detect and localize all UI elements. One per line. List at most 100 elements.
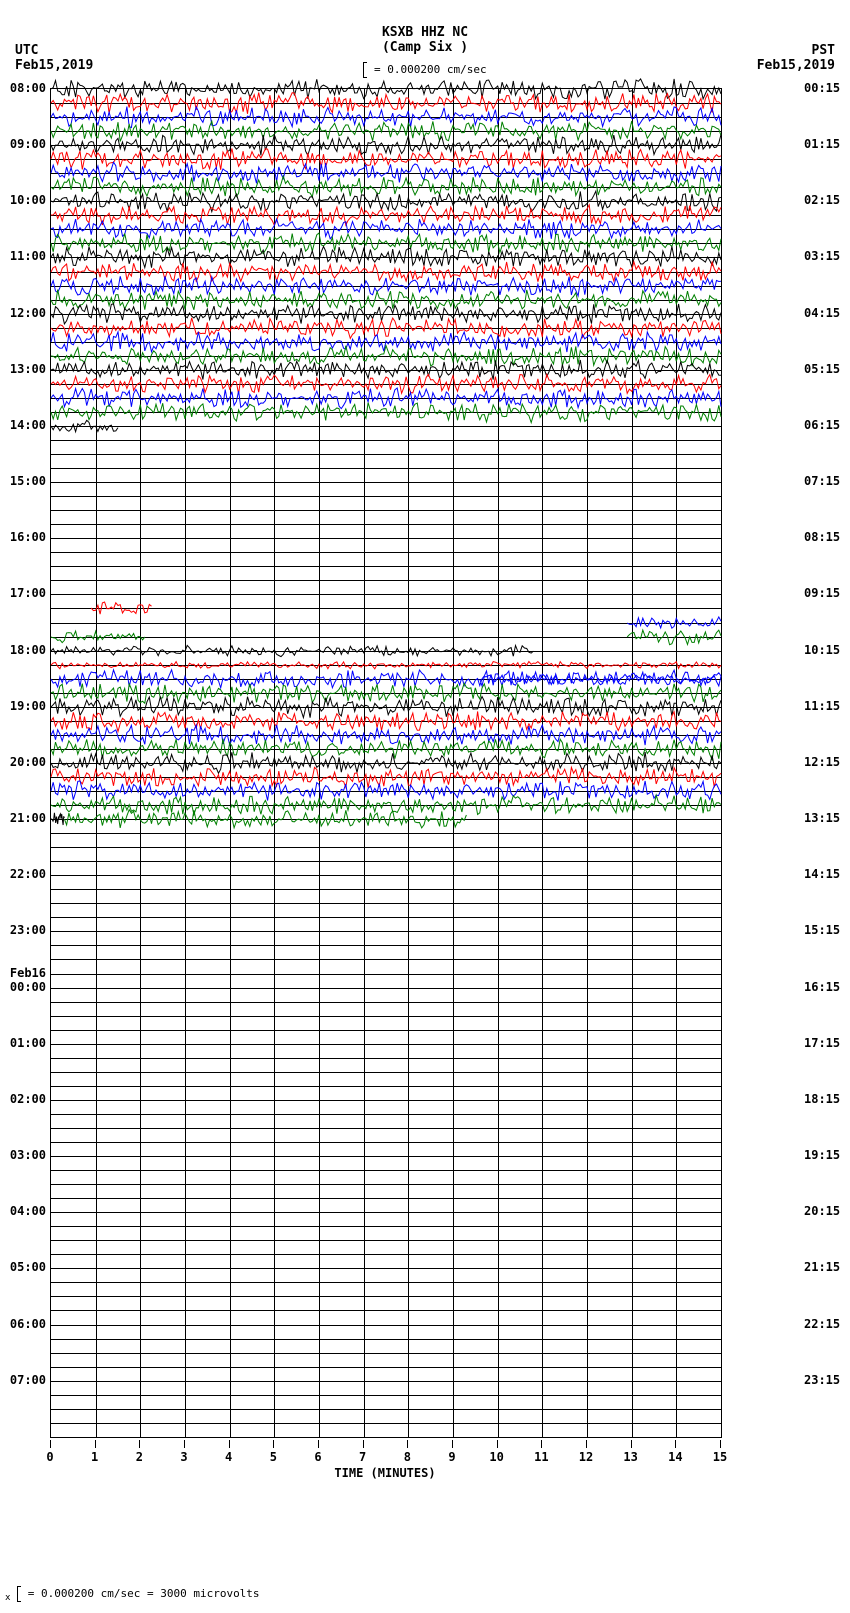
- pst-hour-label: 00:15: [804, 81, 840, 95]
- gridline-h: [51, 1226, 721, 1227]
- gridline-h: [51, 468, 721, 469]
- seismic-trace: [51, 419, 721, 433]
- gridline-h: [51, 917, 721, 918]
- x-tick-label: 5: [270, 1450, 277, 1464]
- utc-hour-label: 02:00: [10, 1092, 46, 1106]
- gridline-h: [51, 1423, 721, 1424]
- pst-hour-label: 05:15: [804, 362, 840, 376]
- seismic-trace: [51, 629, 721, 645]
- gridline-h: [51, 847, 721, 848]
- gridline-h: [51, 1212, 721, 1213]
- pst-hour-label: 07:15: [804, 474, 840, 488]
- x-axis-title: TIME (MINUTES): [50, 1466, 720, 1480]
- seismic-trace: [51, 661, 721, 669]
- x-tick: [363, 1440, 364, 1448]
- utc-hour-label: 06:00: [10, 1317, 46, 1331]
- gridline-h: [51, 454, 721, 455]
- y-axis-right: 00:1501:1502:1503:1504:1505:1506:1507:15…: [802, 88, 850, 1436]
- utc-hour-label: 16:00: [10, 530, 46, 544]
- x-tick: [407, 1440, 408, 1448]
- gridline-h: [51, 903, 721, 904]
- gridline-h: [51, 988, 721, 989]
- gridline-h: [51, 889, 721, 890]
- utc-hour-label: 20:00: [10, 755, 46, 769]
- x-tick-label: 2: [136, 1450, 143, 1464]
- pst-hour-label: 22:15: [804, 1317, 840, 1331]
- seismic-trace: [51, 600, 721, 616]
- gridline-h: [51, 875, 721, 876]
- gridline-h: [51, 1170, 721, 1171]
- gridline-h: [51, 1268, 721, 1269]
- gridline-h: [51, 1310, 721, 1311]
- pst-hour-label: 02:15: [804, 193, 840, 207]
- gridline-h: [51, 861, 721, 862]
- gridline-h: [51, 510, 721, 511]
- gridline-h: [51, 1114, 721, 1115]
- seismic-trace: [51, 809, 721, 829]
- utc-hour-label: 01:00: [10, 1036, 46, 1050]
- x-tick: [586, 1440, 587, 1448]
- gridline-h: [51, 1367, 721, 1368]
- gridline-h: [51, 1142, 721, 1143]
- scale-footer: x = 0.000200 cm/sec = 3000 microvolts: [5, 1586, 260, 1603]
- pst-hour-label: 03:15: [804, 249, 840, 263]
- utc-hour-label: 09:00: [10, 137, 46, 151]
- gridline-h: [51, 1254, 721, 1255]
- pst-hour-label: 01:15: [804, 137, 840, 151]
- utc-hour-label: 17:00: [10, 586, 46, 600]
- gridline-h: [51, 1395, 721, 1396]
- x-tick-label: 15: [713, 1450, 727, 1464]
- pst-hour-label: 10:15: [804, 643, 840, 657]
- chart-title: KSXB HHZ NC: [0, 25, 850, 40]
- x-tick: [318, 1440, 319, 1448]
- gridline-h: [51, 1339, 721, 1340]
- pst-hour-label: 14:15: [804, 867, 840, 881]
- chart-subtitle: (Camp Six ): [0, 40, 850, 55]
- gridline-h: [51, 1381, 721, 1382]
- gridline-h: [51, 482, 721, 483]
- x-tick: [95, 1440, 96, 1448]
- utc-hour-label: 19:00: [10, 699, 46, 713]
- gridline-h: [51, 1156, 721, 1157]
- day-marker-label: Feb16: [10, 966, 46, 980]
- pst-hour-label: 19:15: [804, 1148, 840, 1162]
- gridline-h: [51, 1002, 721, 1003]
- pst-hour-label: 09:15: [804, 586, 840, 600]
- utc-hour-label: 10:00: [10, 193, 46, 207]
- gridline-h: [51, 594, 721, 595]
- gridline-h: [51, 1086, 721, 1087]
- timezone-right-label: PST: [812, 43, 835, 58]
- x-tick-label: 10: [489, 1450, 503, 1464]
- gridline-h: [51, 1296, 721, 1297]
- pst-hour-label: 08:15: [804, 530, 840, 544]
- x-tick: [229, 1440, 230, 1448]
- x-tick-label: 11: [534, 1450, 548, 1464]
- pst-hour-label: 13:15: [804, 811, 840, 825]
- x-tick: [273, 1440, 274, 1448]
- pst-hour-label: 23:15: [804, 1373, 840, 1387]
- pst-hour-label: 15:15: [804, 923, 840, 937]
- gridline-h: [51, 440, 721, 441]
- pst-hour-label: 12:15: [804, 755, 840, 769]
- gridline-h: [51, 1240, 721, 1241]
- pst-hour-label: 18:15: [804, 1092, 840, 1106]
- x-tick-label: 8: [404, 1450, 411, 1464]
- x-tick-label: 12: [579, 1450, 593, 1464]
- utc-hour-label: 15:00: [10, 474, 46, 488]
- gridline-h: [51, 1030, 721, 1031]
- gridline-h: [51, 945, 721, 946]
- gridline-h: [51, 959, 721, 960]
- gridline-h: [51, 1353, 721, 1354]
- date-left-label: Feb15,2019: [15, 58, 93, 73]
- x-tick: [631, 1440, 632, 1448]
- seismic-trace: [51, 617, 721, 629]
- x-tick: [139, 1440, 140, 1448]
- gridline-h: [51, 524, 721, 525]
- y-axis-left: 08:0009:0010:0011:0012:0013:0014:0015:00…: [0, 88, 48, 1436]
- gridline-h: [51, 538, 721, 539]
- scale-indicator-top: = 0.000200 cm/sec: [0, 62, 850, 78]
- seismic-trace: [51, 645, 721, 657]
- x-tick-label: 7: [359, 1450, 366, 1464]
- utc-hour-label: 04:00: [10, 1204, 46, 1218]
- gridline-h: [51, 1409, 721, 1410]
